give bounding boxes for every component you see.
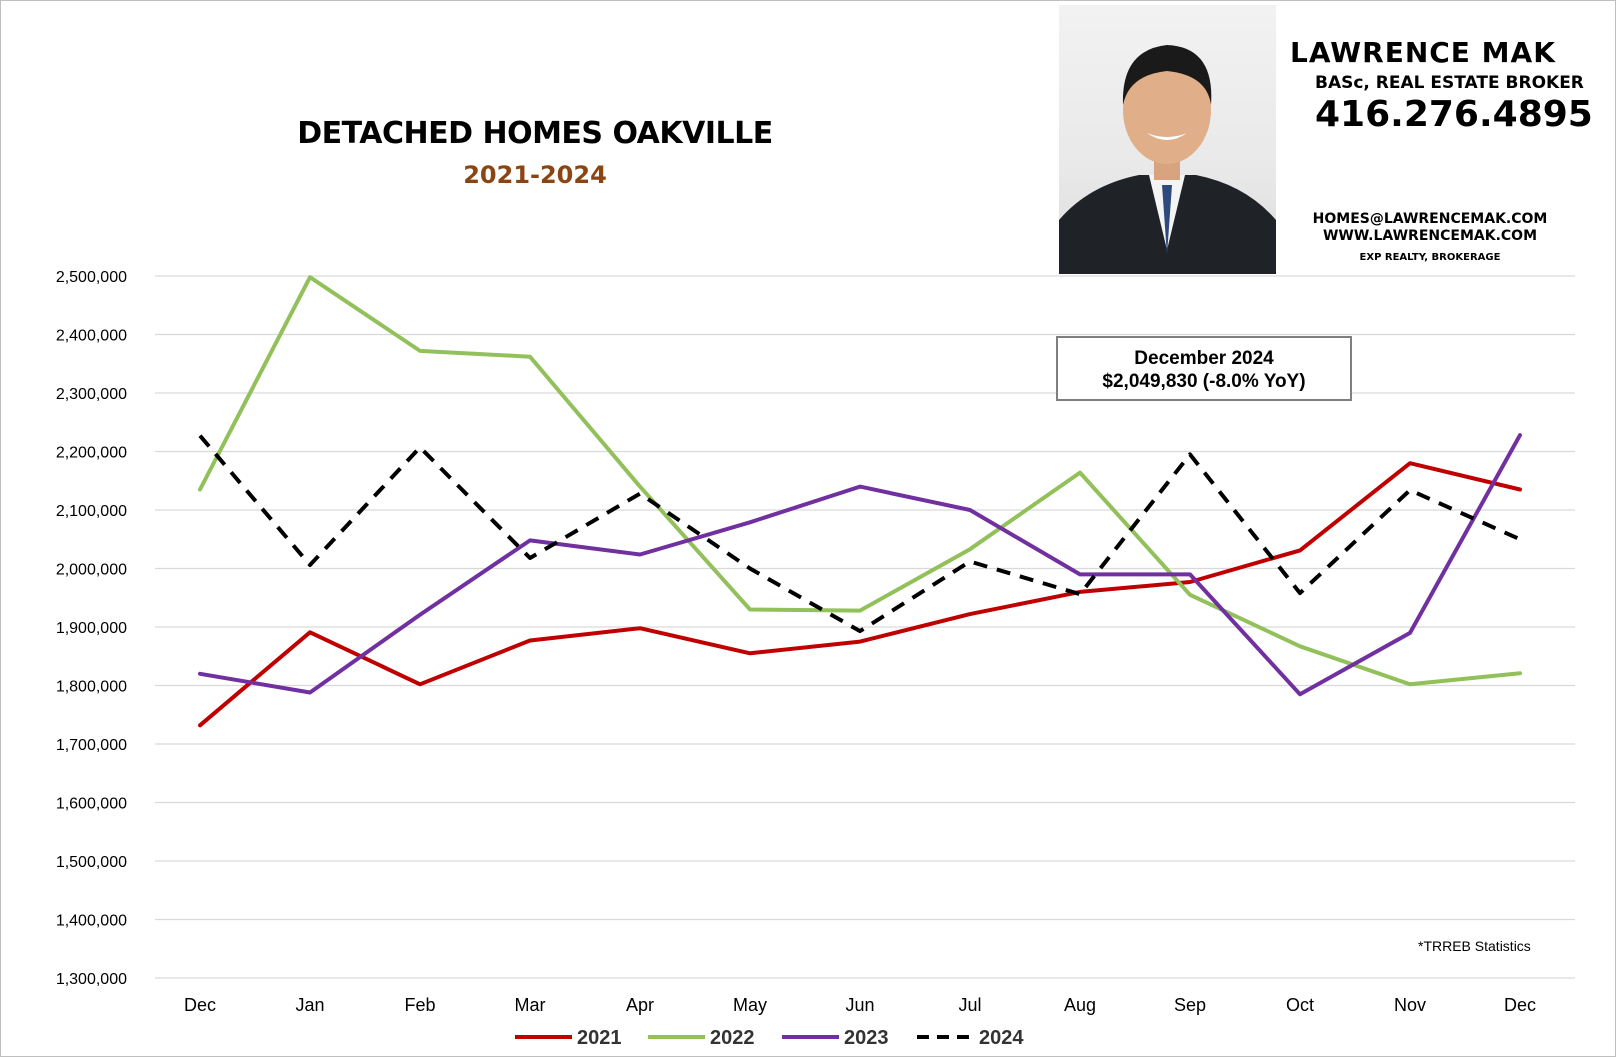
- x-tick-label: Mar: [515, 995, 546, 1015]
- x-tick-label: Sep: [1174, 995, 1206, 1015]
- y-tick-label: 1,400,000: [56, 913, 127, 930]
- legend-label-2024: 2024: [979, 1027, 1024, 1049]
- chart-title: DETACHED HOMES OAKVILLE: [297, 116, 773, 151]
- chart-subtitle: 2021-2024: [463, 161, 607, 189]
- y-tick-label: 2,500,000: [56, 269, 127, 286]
- y-tick-label: 2,100,000: [56, 503, 127, 520]
- x-tick-label: Feb: [404, 995, 435, 1015]
- legend-label-2021: 2021: [577, 1027, 622, 1049]
- x-tick-label: Dec: [184, 995, 216, 1015]
- legend-label-2023: 2023: [844, 1027, 889, 1049]
- y-tick-label: 1,700,000: [56, 737, 127, 754]
- series-line-2023: [198, 433, 1522, 697]
- y-tick-label: 2,200,000: [56, 445, 127, 462]
- agent-credentials: BASc, REAL ESTATE BROKER: [1315, 73, 1584, 93]
- agent-website[interactable]: WWW.LAWRENCEMAK.COM: [1322, 228, 1537, 244]
- y-tick-label: 1,800,000: [56, 679, 127, 696]
- x-tick-label: Jul: [958, 995, 981, 1015]
- legend-label-2022: 2022: [710, 1027, 755, 1049]
- x-tick-label: Jun: [845, 995, 874, 1015]
- y-tick-label: 1,500,000: [56, 854, 127, 871]
- series-line-2024: [198, 434, 1521, 634]
- callout-value: $2,049,830 (-8.0% YoY): [1102, 371, 1306, 392]
- x-tick-label: May: [733, 995, 767, 1015]
- series-line-2022: [198, 275, 1522, 687]
- callout-box: December 2024 $2,049,830 (-8.0% YoY): [1056, 336, 1352, 401]
- agent-photo: [1059, 5, 1276, 274]
- y-tick-label: 1,600,000: [56, 796, 127, 813]
- x-tick-label: Nov: [1394, 995, 1426, 1015]
- x-tick-label: Oct: [1286, 995, 1314, 1015]
- y-tick-label: 1,900,000: [56, 620, 127, 637]
- y-tick-label: 2,300,000: [56, 386, 127, 403]
- source-note: *TRREB Statistics: [1418, 938, 1531, 954]
- x-tick-label: Dec: [1504, 995, 1536, 1015]
- x-tick-label: Apr: [626, 995, 654, 1015]
- x-tick-label: Jan: [295, 995, 324, 1015]
- series-line-2021: [198, 461, 1522, 728]
- y-tick-label: 2,400,000: [56, 328, 127, 345]
- x-tick-label: Aug: [1064, 995, 1096, 1015]
- y-tick-label: 1,300,000: [56, 971, 127, 988]
- agent-brokerage: EXP REALTY, BROKERAGE: [1359, 252, 1501, 263]
- agent-email[interactable]: HOMES@LAWRENCEMAK.COM: [1312, 211, 1548, 227]
- agent-name: LAWRENCE MAK: [1290, 36, 1556, 69]
- agent-phone[interactable]: 416.276.4895: [1315, 94, 1593, 135]
- y-tick-label: 2,000,000: [56, 562, 127, 579]
- callout-title: December 2024: [1134, 348, 1274, 369]
